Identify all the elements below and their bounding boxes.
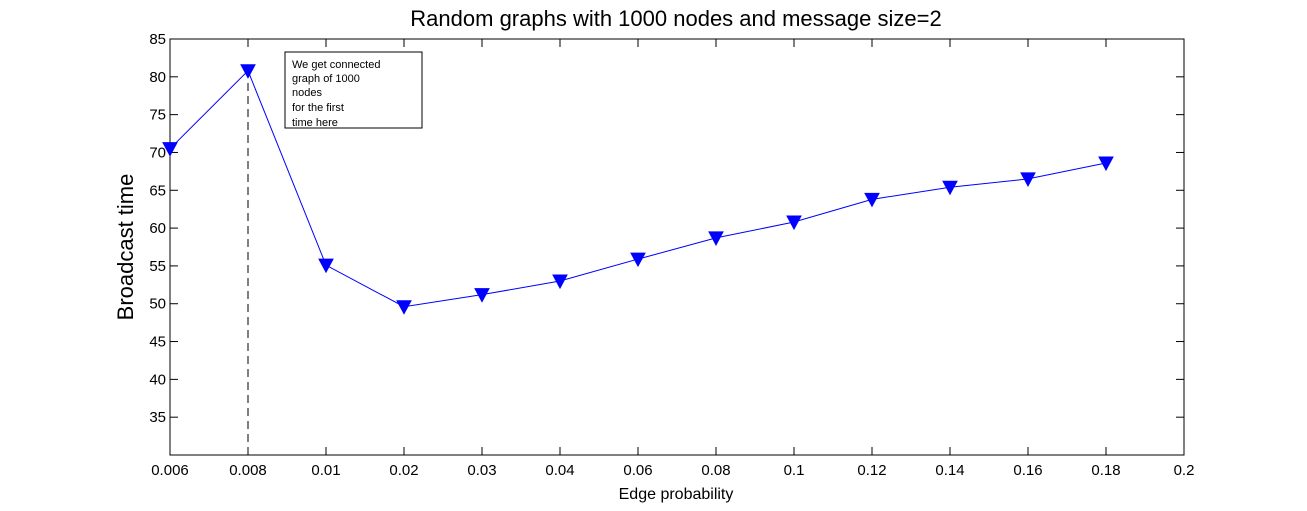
x-axis-ticks: 0.006 0.008 0.01 0.02 0.03 0.04 0.06 0.08 0.1 0.1…: [151, 39, 1194, 479]
y-tick-label: 40: [149, 371, 166, 388]
y-tick-label: 75: [149, 107, 166, 124]
data-point: [1020, 172, 1036, 187]
x-tick-label: 0.006: [151, 462, 189, 479]
x-tick-label: 0.02: [389, 462, 418, 479]
annotation-box: We get connected graph of 1000 nodes for…: [284, 51, 423, 129]
x-tick-label: 0.06: [623, 462, 652, 479]
data-point: [786, 215, 802, 231]
x-tick-label: 0.12: [857, 462, 886, 479]
annotation-line-5: time here: [292, 117, 338, 129]
annotation-line-2: graph of 1000: [292, 73, 360, 85]
x-tick-label: 0.01: [311, 462, 340, 479]
y-tick-label: 70: [149, 144, 166, 161]
data-point: [552, 274, 568, 290]
x-tick-label: 0.2: [1174, 462, 1195, 479]
y-axis-ticks: 35 40 45 50 55 60 65 70 75 80 85: [149, 31, 1184, 426]
y-tick-label: 65: [149, 182, 166, 199]
data-point: [864, 192, 880, 208]
x-tick-label: 0.16: [1013, 462, 1042, 479]
data-point: [942, 180, 958, 196]
data-point: [318, 258, 334, 274]
x-tick-label: 0.08: [701, 462, 730, 479]
x-tick-label: 0.03: [467, 462, 496, 479]
annotation-line-1: We get connected: [292, 59, 380, 71]
y-tick-label: 60: [149, 220, 166, 237]
y-tick-label: 35: [149, 409, 166, 426]
data-point: [162, 142, 178, 157]
data-point: [630, 252, 646, 268]
x-tick-label: 0.18: [1091, 462, 1120, 479]
y-tick-label: 80: [149, 69, 166, 86]
y-tick-label: 45: [149, 334, 166, 351]
y-axis-label: Broadcast time: [113, 174, 138, 321]
chart-title: Random graphs with 1000 nodes and messag…: [410, 6, 941, 31]
x-tick-label: 0.04: [545, 462, 574, 479]
x-tick-label: 0.1: [784, 462, 805, 479]
x-tick-label: 0.008: [229, 462, 267, 479]
x-axis-label: Edge probability: [619, 486, 734, 503]
data-point: [396, 300, 412, 315]
y-tick-label: 50: [149, 296, 166, 313]
y-tick-label: 85: [149, 31, 166, 48]
data-point: [708, 231, 724, 246]
y-tick-label: 55: [149, 258, 166, 275]
data-point: [240, 64, 256, 79]
series-markers: [162, 64, 1114, 315]
data-point: [474, 288, 490, 303]
data-point: [1098, 156, 1114, 172]
annotation-line-3: nodes: [292, 87, 322, 99]
annotation-frame: [284, 51, 423, 129]
annotation-line-4: for the first: [292, 102, 344, 114]
x-tick-label: 0.14: [935, 462, 964, 479]
